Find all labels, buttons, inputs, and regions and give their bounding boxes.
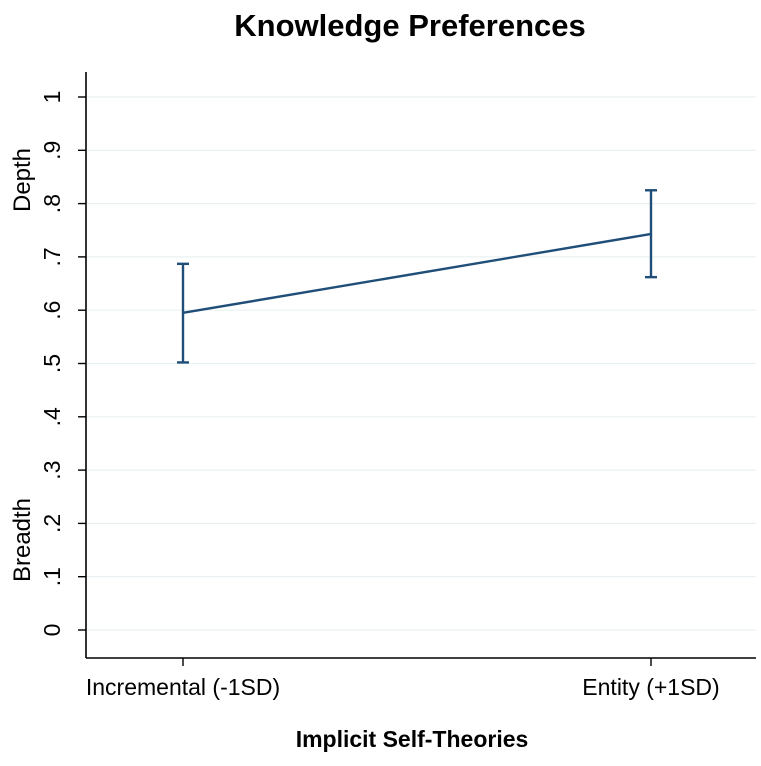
x-tick-label: Incremental (-1SD) (86, 674, 280, 700)
y-tick-label: .9 (39, 141, 65, 160)
y-tick-label: .2 (39, 514, 65, 533)
series-line (182, 232, 652, 315)
y-tick-label: .4 (39, 407, 65, 426)
chart-title: Knowledge Preferences (234, 8, 585, 43)
y-ticks: 0 .1 .2 .3 .4 .5 .6 .7 .8 .9 1 (39, 91, 86, 637)
y-label-depth: Depth (9, 148, 36, 212)
y-tick-label: .1 (39, 567, 65, 586)
y-tick-label: .6 (39, 301, 65, 320)
y-tick-label: 1 (39, 91, 65, 104)
y-tick-label: .5 (39, 354, 65, 373)
y-tick-label: .3 (39, 461, 65, 480)
y-tick-label: .7 (39, 247, 65, 266)
y-tick-label: .8 (39, 194, 65, 213)
x-axis-label: Implicit Self-Theories (296, 726, 529, 752)
x-ticks: Incremental (-1SD) Entity (+1SD) (86, 658, 720, 700)
y-label-breadth: Breadth (9, 498, 36, 582)
series (177, 189, 657, 364)
x-tick-label: Entity (+1SD) (582, 674, 719, 700)
y-tick-label: 0 (39, 624, 65, 637)
